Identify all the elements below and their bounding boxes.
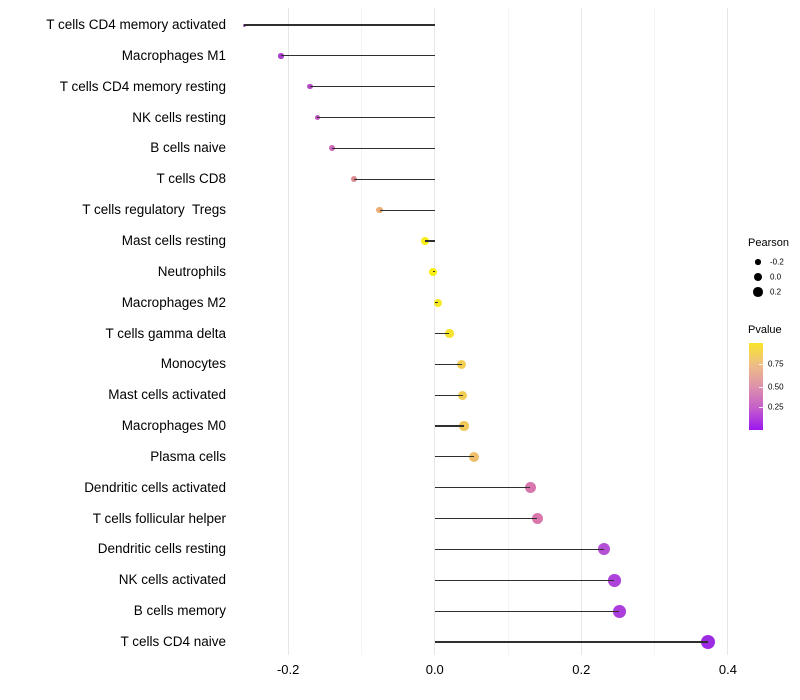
lollipop-dot xyxy=(613,604,626,618)
row-label: Macrophages M2 xyxy=(121,294,226,310)
pvalue-tick-label: 0.75 xyxy=(768,359,784,369)
stem-line xyxy=(434,425,465,427)
stem-line xyxy=(434,363,462,365)
x-axis-tick-label: 0.4 xyxy=(718,662,737,677)
lollipop-dot xyxy=(434,298,443,307)
row-label: Macrophages M1 xyxy=(121,47,226,63)
stem-line xyxy=(434,456,475,458)
row-label: Mast cells activated xyxy=(108,387,226,403)
x-axis-tick-label: 0.0 xyxy=(425,662,444,677)
pvalue-tick-label: 0.25 xyxy=(768,402,784,411)
row-label: T cells CD4 naive xyxy=(120,634,226,649)
stem-line xyxy=(280,55,435,57)
lollipop-dot xyxy=(598,543,611,556)
row-label: NK cells resting xyxy=(132,109,226,125)
row-label: Monocytes xyxy=(160,356,226,372)
lollipop-dot xyxy=(314,114,321,121)
lollipop-dot xyxy=(307,83,313,90)
row-label: Macrophages M0 xyxy=(121,418,226,434)
pvalue-tick-mark xyxy=(759,364,763,365)
row-label: B cells memory xyxy=(133,603,226,619)
lollipop-dot xyxy=(458,390,468,400)
legend-panel: Pearson -0.2 0.0 0.2 Pvalue 0.75 0.50 0.25 xyxy=(744,0,800,700)
pvalue-tick-mark xyxy=(759,406,763,408)
stem-line xyxy=(332,147,435,149)
pvalue-tick-label: 0.50 xyxy=(768,382,784,391)
pvalue-tick-mark xyxy=(759,386,763,388)
stem-line xyxy=(434,548,605,551)
stem-line xyxy=(434,394,463,396)
row-label: T cells regulatory Tregs xyxy=(82,202,226,218)
lollipop-dot xyxy=(469,451,480,462)
stem-line xyxy=(434,487,531,489)
pearson-legend-label: 0.0 xyxy=(770,272,782,282)
row-label: Plasma cells xyxy=(150,448,226,464)
lollipop-dot xyxy=(700,634,716,650)
gridline-minor xyxy=(360,8,362,655)
pearson-legend-dot xyxy=(755,259,761,265)
x-axis-tick-label: 0.2 xyxy=(572,662,591,677)
lollipop-dot xyxy=(524,482,536,494)
row-label: Neutrophils xyxy=(157,263,226,279)
stem-line xyxy=(434,610,620,612)
stem-line xyxy=(434,579,615,581)
lollipop-dot xyxy=(376,206,384,214)
x-axis-tick-label: -0.2 xyxy=(276,662,300,677)
lollipop-dot xyxy=(608,574,621,587)
row-label: T cells CD8 xyxy=(156,171,226,187)
row-label: Dendritic cells resting xyxy=(97,541,226,557)
stem-line xyxy=(354,178,435,180)
stem-line xyxy=(434,302,439,304)
lollipop-dot xyxy=(457,359,467,369)
stem-line xyxy=(310,86,435,88)
row-label: B cells naive xyxy=(150,140,226,156)
pearson-legend-dot xyxy=(753,287,763,297)
lollipop-dot xyxy=(445,329,454,338)
pearson-legend-label: -0.2 xyxy=(770,257,784,267)
row-label: T cells CD4 memory resting xyxy=(59,78,226,94)
gridline-major xyxy=(434,8,436,655)
gridline-major xyxy=(287,8,289,655)
stem-line xyxy=(244,24,435,26)
row-label: T cells CD4 memory activated xyxy=(46,17,226,32)
lollipop-dot xyxy=(531,512,544,525)
stem-line xyxy=(434,518,538,520)
pvalue-legend-title: Pvalue xyxy=(748,324,782,336)
row-label: T cells follicular helper xyxy=(92,510,226,526)
gridline-minor xyxy=(507,8,509,655)
pearson-legend-title: Pearson xyxy=(748,237,789,249)
gridline-major xyxy=(580,8,582,655)
gridline-minor xyxy=(654,8,656,655)
row-label: Dendritic cells activated xyxy=(84,479,226,495)
pearson-legend-dot xyxy=(754,273,762,281)
stem-line xyxy=(434,641,709,643)
gridline-major xyxy=(727,8,729,655)
row-label: T cells gamma delta xyxy=(105,325,226,341)
stem-line xyxy=(433,271,435,273)
stem-line xyxy=(379,209,435,211)
stem-line xyxy=(425,240,435,242)
stem-line xyxy=(434,332,450,335)
pearson-legend-label: 0.2 xyxy=(770,287,782,297)
stem-line xyxy=(317,116,435,119)
row-label: NK cells activated xyxy=(118,572,226,588)
lollipop-dot xyxy=(459,421,469,431)
row-label: Mast cells resting xyxy=(121,232,226,248)
